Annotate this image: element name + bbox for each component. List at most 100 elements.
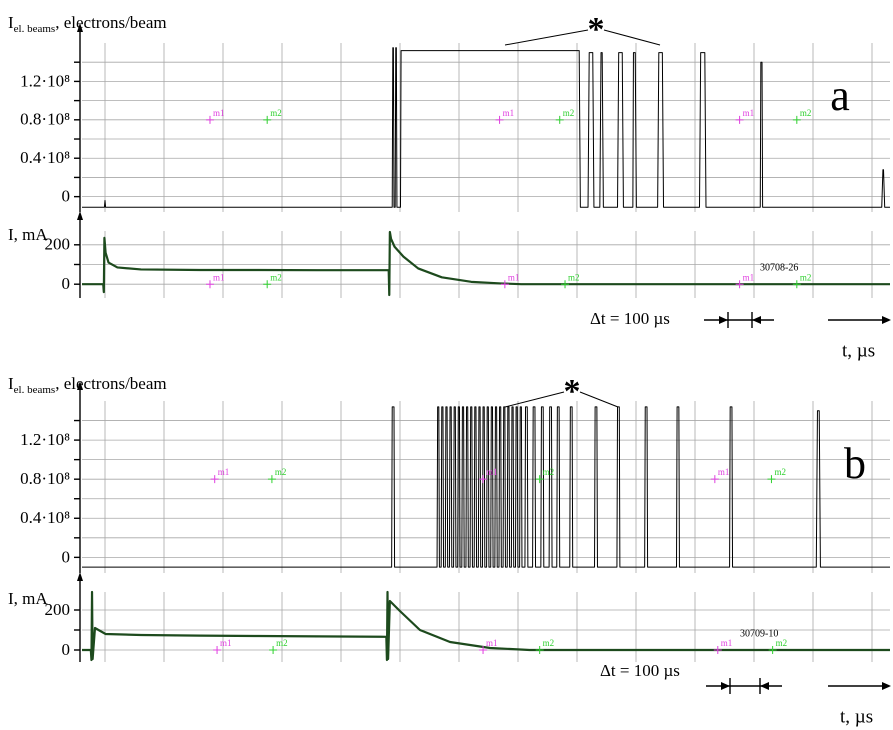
- y-axis-label-main: I: [8, 374, 14, 393]
- y-tick-label: 0.8·10⁸: [20, 469, 70, 488]
- star-pointer: [504, 391, 565, 408]
- y-axis-label-sub: el. beams: [14, 384, 56, 396]
- cursor-marker: [735, 115, 744, 124]
- cursor-label: m1: [213, 272, 225, 282]
- star-annotation: *: [564, 373, 581, 410]
- cursor-label: m2: [563, 108, 575, 118]
- cursor-marker: [500, 280, 509, 289]
- y-tick-label: 0.8·10⁸: [20, 110, 70, 129]
- y-axis-label-main: I: [8, 13, 14, 32]
- y-tick-label: 0: [62, 187, 71, 206]
- cursor-label: m1: [718, 467, 730, 477]
- cursor-marker: [535, 646, 544, 654]
- time-arrow: [882, 316, 891, 324]
- cursor-marker: [555, 115, 564, 124]
- cursor-marker: [267, 475, 276, 484]
- y-axis-label: Iel. beams, electrons/beam: [8, 13, 167, 35]
- cursor-label: m2: [275, 467, 287, 477]
- time-axis-label: t, µs: [840, 706, 873, 727]
- delta-t-label: Δt = 100 µs: [590, 309, 670, 328]
- cursor-label: m1: [218, 467, 230, 477]
- cursor-marker: [792, 115, 801, 124]
- y-axis-label: I, mA: [8, 225, 48, 244]
- y-tick-label: 0: [62, 640, 71, 659]
- panel-label: a: [830, 71, 850, 120]
- cursor-label: m2: [800, 272, 812, 282]
- cursor-label: m2: [276, 638, 288, 648]
- star-pointer: [579, 391, 619, 408]
- cursor-marker: [479, 475, 488, 484]
- y-tick-label: 200: [45, 235, 71, 254]
- y-tick-label: 0.4·10⁸: [20, 508, 70, 527]
- cursor-label: m1: [743, 108, 755, 118]
- cursor-label: m1: [721, 638, 733, 648]
- y-axis-label: I, mA: [8, 589, 48, 608]
- cursor-marker: [263, 280, 272, 289]
- y-tick-label: 0: [62, 547, 71, 566]
- y-tick-label: 200: [45, 600, 71, 619]
- cursor-label: m1: [486, 467, 498, 477]
- y-axis-label-main: I, mA: [8, 225, 48, 244]
- y-axis-arrow: [77, 572, 83, 581]
- cursor-label: m1: [743, 272, 755, 282]
- star-pointer: [603, 29, 661, 46]
- cursor-marker: [210, 475, 219, 484]
- cursor-marker: [205, 115, 214, 124]
- cursor-marker: [710, 475, 719, 484]
- star-annotation: *: [588, 11, 605, 48]
- delta-t-arrow: [719, 316, 728, 324]
- delta-t-arrow: [752, 316, 761, 324]
- y-axis-label: Iel. beams, electrons/beam: [8, 374, 167, 396]
- cursor-marker: [767, 475, 776, 484]
- panel-label: b: [844, 439, 866, 488]
- shot-id: 30708-26: [760, 262, 798, 273]
- y-tick-label: 0: [62, 274, 71, 293]
- cursor-marker: [205, 280, 214, 289]
- cursor-marker: [735, 280, 744, 289]
- y-axis-arrow: [77, 23, 83, 32]
- star-pointer: [504, 29, 589, 46]
- delta-t-arrow: [760, 682, 769, 690]
- cursor-label: m2: [774, 467, 786, 477]
- cursor-marker: [713, 646, 722, 654]
- trace: [82, 230, 890, 297]
- trace: [82, 406, 890, 568]
- cursor-label: m1: [503, 108, 515, 118]
- cursor-label: m2: [543, 467, 555, 477]
- cursor-label: m1: [220, 638, 232, 648]
- cursor-marker: [263, 115, 272, 124]
- y-axis-label-suffix: , electrons/beam: [55, 13, 166, 32]
- cursor-marker: [768, 646, 777, 654]
- cursor-label: m2: [543, 638, 555, 648]
- cursor-label: m2: [270, 108, 282, 118]
- y-axis-label-suffix: , electrons/beam: [55, 374, 166, 393]
- cursor-marker: [561, 280, 570, 289]
- delta-t-arrow: [721, 682, 730, 690]
- y-axis-arrow: [77, 211, 83, 220]
- y-tick-label: 1.2·10⁸: [20, 71, 70, 90]
- cursor-label: m1: [508, 272, 520, 282]
- delta-t-label: Δt = 100 µs: [600, 661, 680, 680]
- trace: [82, 47, 890, 208]
- time-arrow: [882, 682, 891, 690]
- y-axis-label-main: I, mA: [8, 589, 48, 608]
- cursor-marker: [213, 646, 222, 654]
- time-axis-label: t, µs: [842, 340, 875, 361]
- y-axis-arrow: [77, 381, 83, 390]
- cursor-marker: [535, 475, 544, 484]
- cursor-label: m2: [800, 108, 812, 118]
- y-axis-label-sub: el. beams: [14, 23, 56, 35]
- cursor-label: m2: [568, 272, 580, 282]
- cursor-marker: [269, 646, 278, 654]
- trace: [82, 590, 890, 662]
- cursor-label: m1: [213, 108, 225, 118]
- cursor-label: m2: [270, 272, 282, 282]
- y-tick-label: 0.4·10⁸: [20, 148, 70, 167]
- cursor-label: m1: [486, 638, 498, 648]
- shot-id: 30709-10: [740, 628, 778, 639]
- cursor-marker: [495, 115, 504, 124]
- cursor-marker: [479, 646, 488, 654]
- cursor-marker: [792, 280, 801, 289]
- y-tick-label: 1.2·10⁸: [20, 430, 70, 449]
- cursor-label: m2: [776, 638, 788, 648]
